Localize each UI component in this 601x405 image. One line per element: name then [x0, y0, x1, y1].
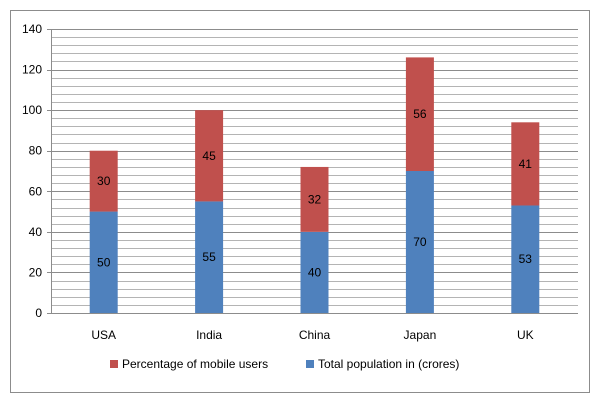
x-tick-label: UK [517, 328, 534, 342]
data-label: 32 [308, 192, 322, 206]
y-tick-label: 60 [29, 184, 43, 198]
data-label: 55 [202, 250, 216, 264]
data-label: 41 [519, 157, 533, 171]
legend-label: Total population in (crores) [318, 357, 459, 371]
bar-mobile-users [89, 150, 118, 212]
x-tick-label: China [299, 328, 331, 342]
legend-swatch [306, 360, 314, 368]
y-tick-label: 20 [29, 265, 43, 279]
bar-population [405, 171, 434, 313]
data-label: 50 [97, 255, 111, 269]
y-tick-label: 0 [35, 306, 42, 320]
bar-population [300, 231, 329, 313]
data-label: 53 [519, 252, 533, 266]
x-tick-label: USA [91, 328, 116, 342]
bar-mobile-users [195, 110, 224, 202]
bar-mobile-users [405, 57, 434, 171]
data-label: 45 [202, 149, 216, 163]
axes: 0 20 40 60 80 100 120 140 USA India China Japan UK [22, 22, 534, 342]
legend-label: Percentage of mobile users [122, 357, 268, 371]
y-tick-label: 80 [29, 144, 43, 158]
bar-population [195, 201, 224, 313]
bar-population [511, 205, 540, 313]
y-tick-label: 120 [22, 63, 42, 77]
y-tick-label: 100 [22, 103, 42, 117]
y-tick-label: 140 [22, 22, 42, 36]
bar-mobile-users [300, 166, 329, 232]
data-label: 70 [413, 235, 427, 249]
x-tick-label: India [196, 328, 222, 342]
data-label: 30 [97, 174, 111, 188]
x-tick-label: Japan [404, 328, 437, 342]
data-labels: 50 30 55 45 40 32 70 56 53 41 [97, 107, 532, 279]
bars [89, 57, 540, 313]
y-tick-label: 40 [29, 225, 43, 239]
data-label: 40 [308, 265, 322, 279]
legend-swatch [110, 360, 118, 368]
bar-population [89, 211, 118, 313]
legend: Percentage of mobile users Total populati… [110, 357, 459, 371]
bar-mobile-users [511, 122, 540, 206]
data-label: 56 [413, 107, 427, 121]
